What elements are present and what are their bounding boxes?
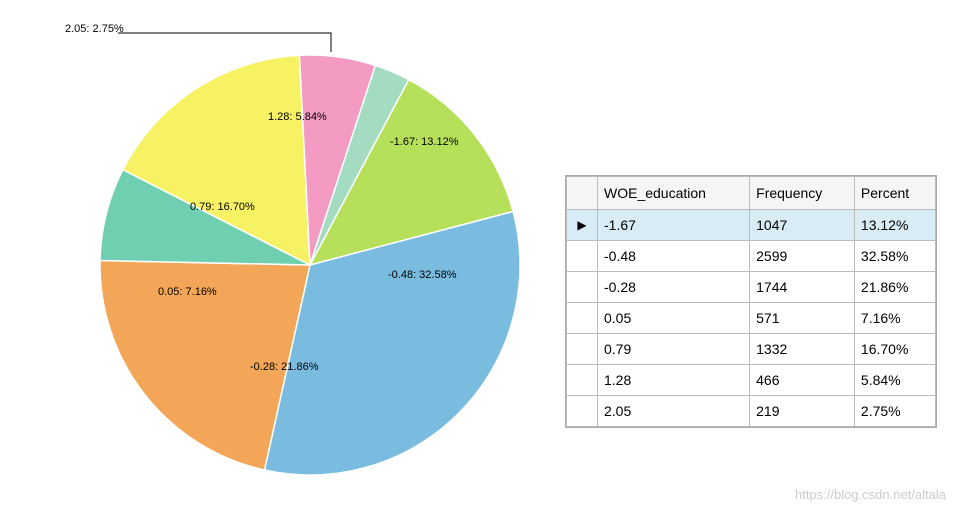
cell-freq: 1332 (750, 334, 855, 365)
pie-slice-label: 1.28: 5.84% (268, 111, 327, 123)
cell-woe: -0.48 (598, 241, 750, 272)
cell-pct: 5.84% (854, 365, 935, 396)
cell-freq: 571 (750, 303, 855, 334)
cell-freq: 1047 (750, 210, 855, 241)
cell-freq: 2599 (750, 241, 855, 272)
page-container: -1.67: 13.12% -0.48: 32.58% -0.28: 21.86% 0… (0, 0, 956, 508)
pie-chart-area: -1.67: 13.12% -0.48: 32.58% -0.28: 21.86% 0… (0, 0, 560, 508)
cell-woe: -1.67 (598, 210, 750, 241)
pie-chart-svg: -1.67: 13.12% -0.48: 32.58% -0.28: 21.86% 0… (50, 20, 570, 508)
woe-table: WOE_education Frequency Percent ▶-1.6710… (566, 176, 936, 427)
cell-pct: 13.12% (854, 210, 935, 241)
cell-pct: 32.58% (854, 241, 935, 272)
table-row[interactable]: 0.055717.16% (567, 303, 936, 334)
cell-woe: 1.28 (598, 365, 750, 396)
cell-pct: 7.16% (854, 303, 935, 334)
cell-freq: 466 (750, 365, 855, 396)
watermark-text: https://blog.csdn.net/altala (795, 487, 946, 502)
pie-slice-label: 0.79: 16.70% (190, 201, 255, 213)
pie-leader-line (118, 33, 331, 52)
row-indicator-header (567, 177, 598, 210)
cell-freq: 1744 (750, 272, 855, 303)
table-row[interactable]: -0.48259932.58% (567, 241, 936, 272)
data-table-area: WOE_education Frequency Percent ▶-1.6710… (565, 175, 937, 428)
table-row[interactable]: 2.052192.75% (567, 396, 936, 427)
pie-slice-label: -0.48: 32.58% (388, 269, 457, 281)
cell-woe: -0.28 (598, 272, 750, 303)
col-header-woe: WOE_education (598, 177, 750, 210)
pie-slice-label: 0.05: 7.16% (158, 286, 217, 298)
cell-pct: 21.86% (854, 272, 935, 303)
table-header-row: WOE_education Frequency Percent (567, 177, 936, 210)
col-header-pct: Percent (854, 177, 935, 210)
row-indicator (567, 396, 598, 427)
table-row[interactable]: ▶-1.67104713.12% (567, 210, 936, 241)
cell-pct: 2.75% (854, 396, 935, 427)
cell-freq: 219 (750, 396, 855, 427)
pie-slice-label: -1.67: 13.12% (390, 136, 459, 148)
table-row[interactable]: 0.79133216.70% (567, 334, 936, 365)
row-indicator (567, 365, 598, 396)
row-indicator: ▶ (567, 210, 598, 241)
cell-woe: 0.79 (598, 334, 750, 365)
row-indicator (567, 272, 598, 303)
row-indicator (567, 303, 598, 334)
cell-pct: 16.70% (854, 334, 935, 365)
col-header-freq: Frequency (750, 177, 855, 210)
cell-woe: 2.05 (598, 396, 750, 427)
pie-slice-label: -0.28: 21.86% (250, 361, 319, 373)
pie-external-label: 2.05: 2.75% (65, 23, 124, 35)
table-row[interactable]: -0.28174421.86% (567, 272, 936, 303)
row-indicator (567, 334, 598, 365)
table-row[interactable]: 1.284665.84% (567, 365, 936, 396)
row-indicator (567, 241, 598, 272)
cell-woe: 0.05 (598, 303, 750, 334)
